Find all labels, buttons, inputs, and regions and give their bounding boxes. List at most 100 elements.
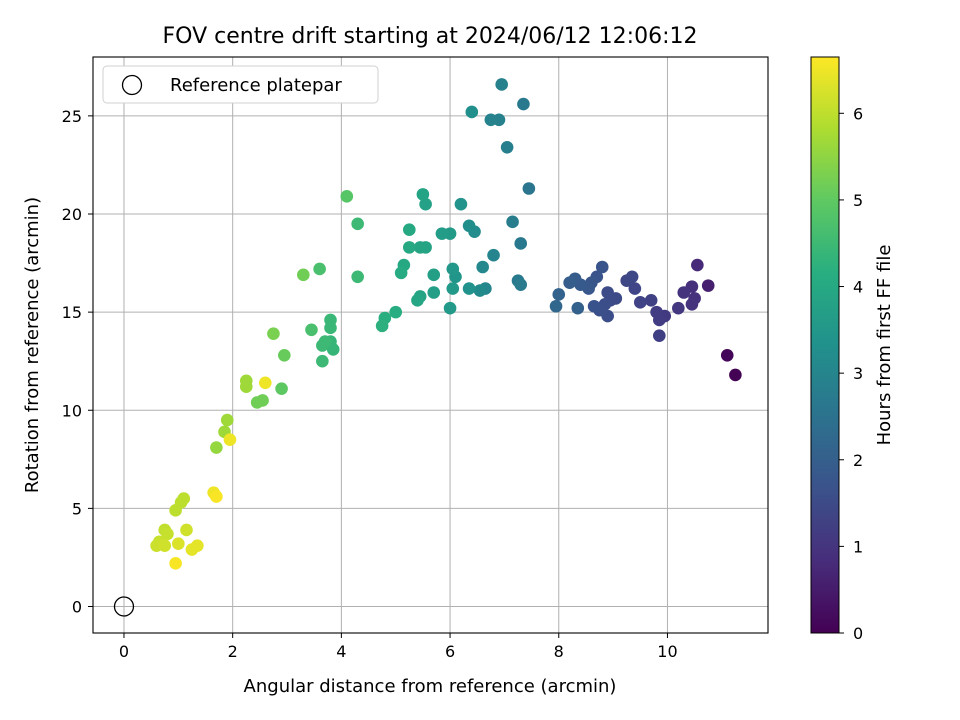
data-point — [476, 260, 489, 274]
y-tick-label: 0 — [72, 598, 82, 617]
data-point — [416, 188, 430, 201]
legend-label: Reference platepar — [170, 75, 342, 96]
data-point — [403, 241, 416, 254]
reference-marker — [113, 596, 135, 617]
data-point — [620, 274, 633, 288]
data-point — [435, 227, 449, 240]
y-axis-label: Rotation from reference (arcmin) — [22, 197, 43, 493]
data-point — [454, 197, 468, 211]
data-point — [487, 248, 500, 262]
colorbar-tick-label: 1 — [853, 537, 863, 556]
data-point — [324, 313, 337, 327]
data-point — [297, 268, 310, 282]
data-point — [210, 441, 223, 454]
colorbar-label: Hours from first FF file — [874, 245, 895, 446]
data-point — [443, 301, 457, 315]
data-point — [313, 262, 326, 276]
data-point — [462, 282, 476, 295]
colorbar-tick-label: 4 — [853, 278, 863, 297]
data-point — [180, 523, 193, 537]
data-point — [691, 258, 704, 272]
y-tick-label: 10 — [62, 401, 82, 420]
legend-marker — [121, 74, 143, 96]
data-point — [587, 299, 601, 313]
y-tick-label: 15 — [62, 303, 82, 322]
colorbar-ticks: 0 1 2 3 4 5 6 — [839, 104, 863, 643]
data-point — [351, 217, 364, 231]
legend: Reference platepar — [102, 65, 379, 104]
data-point — [720, 349, 734, 362]
y-tick-label: 20 — [62, 205, 82, 224]
colorbar-gradient — [810, 56, 840, 634]
x-axis-ticks: 0 2 4 6 8 10 — [119, 633, 678, 661]
x-tick-label: 2 — [228, 642, 238, 661]
data-point — [340, 190, 354, 203]
x-axis-label: Angular distance from reference (arcmin) — [244, 676, 617, 697]
data-point — [552, 288, 566, 301]
data-point — [411, 294, 424, 307]
data-point — [500, 140, 514, 154]
colorbar-tick-label: 6 — [853, 104, 863, 123]
data-point — [514, 278, 528, 291]
data-point — [650, 305, 663, 319]
colorbar-tick-label: 2 — [853, 451, 863, 470]
data-point — [413, 241, 427, 254]
colorbar-tick-label: 3 — [853, 364, 863, 383]
data-point — [522, 182, 536, 195]
data-point — [571, 301, 585, 315]
data-point — [223, 433, 237, 446]
legend-box — [102, 65, 379, 104]
data-point — [549, 299, 563, 313]
x-tick-label: 6 — [445, 642, 455, 661]
data-point — [595, 260, 609, 274]
data-point — [446, 262, 460, 276]
data-point — [250, 396, 264, 409]
data-point — [158, 539, 172, 552]
data-point — [210, 490, 223, 503]
x-tick-label: 8 — [554, 642, 564, 661]
data-point — [465, 105, 479, 119]
x-tick-label: 10 — [657, 642, 677, 661]
colorbar-tick-label: 5 — [853, 191, 863, 210]
reference-point — [113, 596, 135, 617]
data-point — [258, 376, 272, 390]
data-point — [628, 282, 642, 295]
data-point — [351, 270, 364, 284]
data-point — [701, 279, 715, 292]
data-point — [729, 368, 742, 382]
data-point — [653, 329, 666, 342]
chart-title: FOV centre drift starting at 2024/06/12 … — [163, 24, 698, 49]
data-point — [495, 78, 508, 91]
data-point — [633, 296, 647, 309]
data-points — [150, 78, 742, 570]
data-point — [563, 276, 576, 289]
data-point — [375, 319, 389, 333]
x-tick-label: 0 — [119, 642, 129, 661]
data-point — [278, 349, 291, 362]
data-point — [389, 305, 403, 319]
data-point — [427, 268, 441, 282]
data-point — [685, 297, 699, 311]
data-point — [672, 301, 685, 315]
y-tick-label: 25 — [62, 107, 82, 126]
data-point — [394, 266, 408, 280]
data-point — [514, 237, 528, 250]
plot-frame — [92, 56, 769, 634]
data-point — [446, 282, 460, 295]
data-point — [506, 215, 519, 229]
data-point — [517, 97, 530, 111]
data-point — [305, 323, 318, 337]
x-tick-label: 4 — [336, 642, 346, 661]
data-point — [473, 284, 487, 297]
data-point — [484, 113, 498, 127]
data-point — [169, 557, 182, 570]
data-point — [462, 219, 476, 233]
data-point — [220, 413, 234, 427]
colorbar: 0 1 2 3 4 5 6 Hours from first FF file — [810, 56, 895, 643]
data-point — [169, 504, 182, 517]
data-point — [427, 286, 441, 299]
y-axis-ticks: 0 5 10 15 20 25 — [62, 107, 93, 617]
data-point — [644, 294, 658, 307]
data-point — [677, 286, 691, 299]
